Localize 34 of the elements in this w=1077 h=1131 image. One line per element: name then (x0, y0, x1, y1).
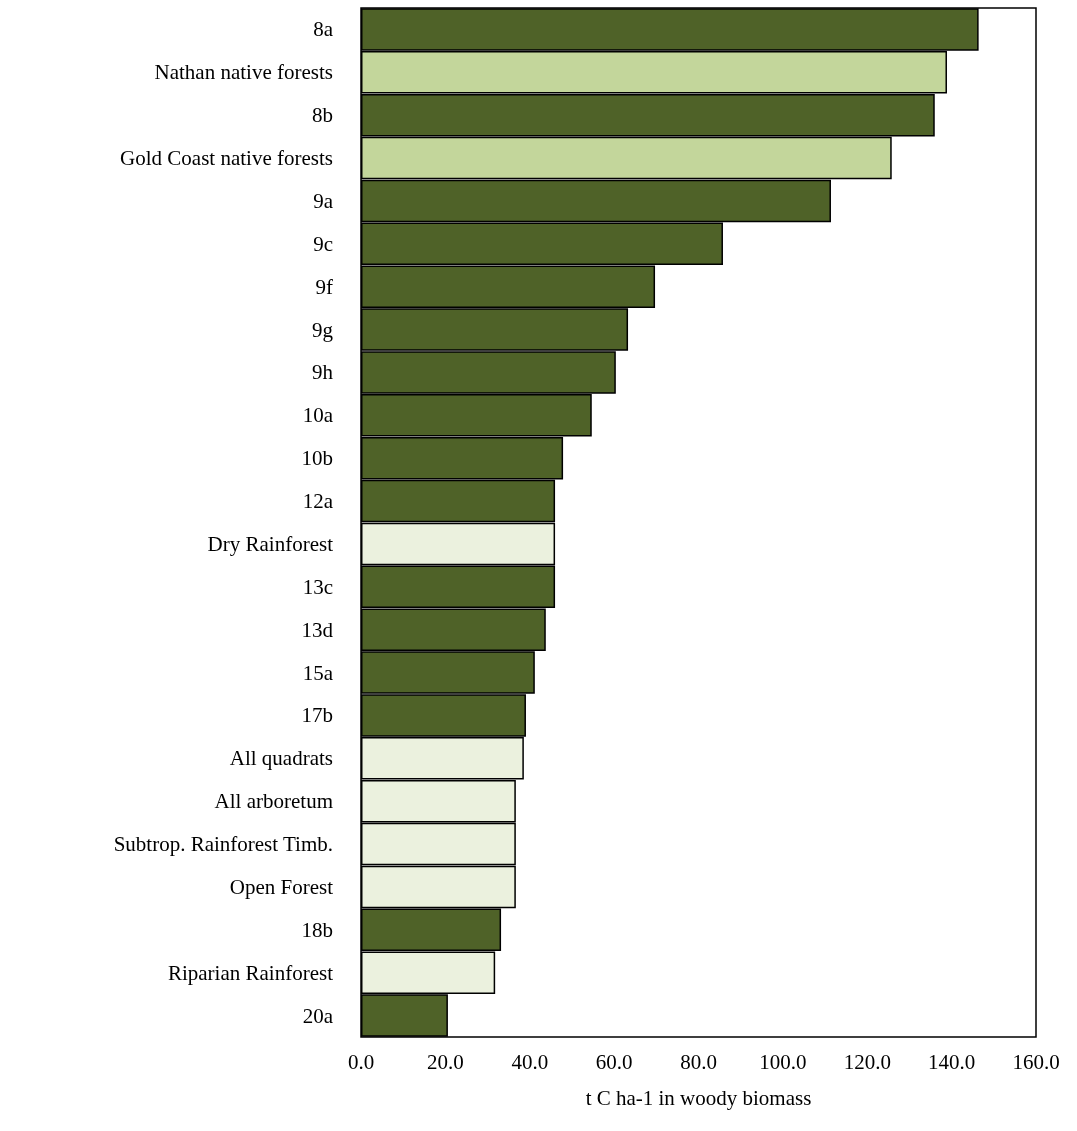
y-tick-label: 9c (313, 231, 333, 256)
y-tick-label: Riparian Rainforest (167, 960, 334, 985)
y-tick-label: Open Forest (229, 874, 334, 899)
x-tick-label: 140.0 (928, 1049, 976, 1074)
y-tick-label: 20a (302, 1003, 334, 1028)
y-tick-label: 8a (313, 17, 334, 42)
y-tick-label: 13d (301, 617, 334, 642)
y-tick-label: 12a (302, 489, 334, 514)
x-tick-label: 160.0 (1012, 1049, 1060, 1074)
y-tick-label: Nathan native forests (154, 60, 333, 85)
y-tick-label: 9g (312, 317, 334, 342)
x-axis-title: t C ha-1 in woody biomass (585, 1085, 812, 1110)
y-tick-label: Dry Rainforest (207, 531, 334, 556)
x-tick-label: 120.0 (843, 1049, 891, 1074)
x-tick-label: 0.0 (347, 1049, 375, 1074)
y-tick-label: 8b (312, 103, 333, 128)
y-tick-label: Subtrop. Rainforest Timb. (113, 832, 333, 857)
y-tick-label: 18b (301, 917, 333, 942)
y-tick-label: 15a (302, 660, 334, 685)
y-tick-label: 9a (313, 188, 334, 213)
y-tick-label: 10a (302, 403, 334, 428)
y-tick-label: All quadrats (229, 746, 333, 771)
x-tick-label: 20.0 (427, 1049, 464, 1074)
x-tick-label: 80.0 (680, 1049, 717, 1074)
y-tick-label: All arboretum (214, 789, 333, 814)
y-tick-label: 9f (315, 274, 333, 299)
y-tick-label: 13c (302, 574, 333, 599)
x-tick-label: 40.0 (511, 1049, 549, 1074)
x-tick-label: 100.0 (759, 1049, 807, 1074)
y-tick-label: 17b (301, 703, 333, 728)
y-tick-label: 9h (312, 360, 334, 385)
x-tick-label: 60.0 (595, 1049, 633, 1074)
y-tick-label: Gold Coast native forests (120, 146, 333, 171)
y-tick-label: 10b (301, 446, 333, 471)
